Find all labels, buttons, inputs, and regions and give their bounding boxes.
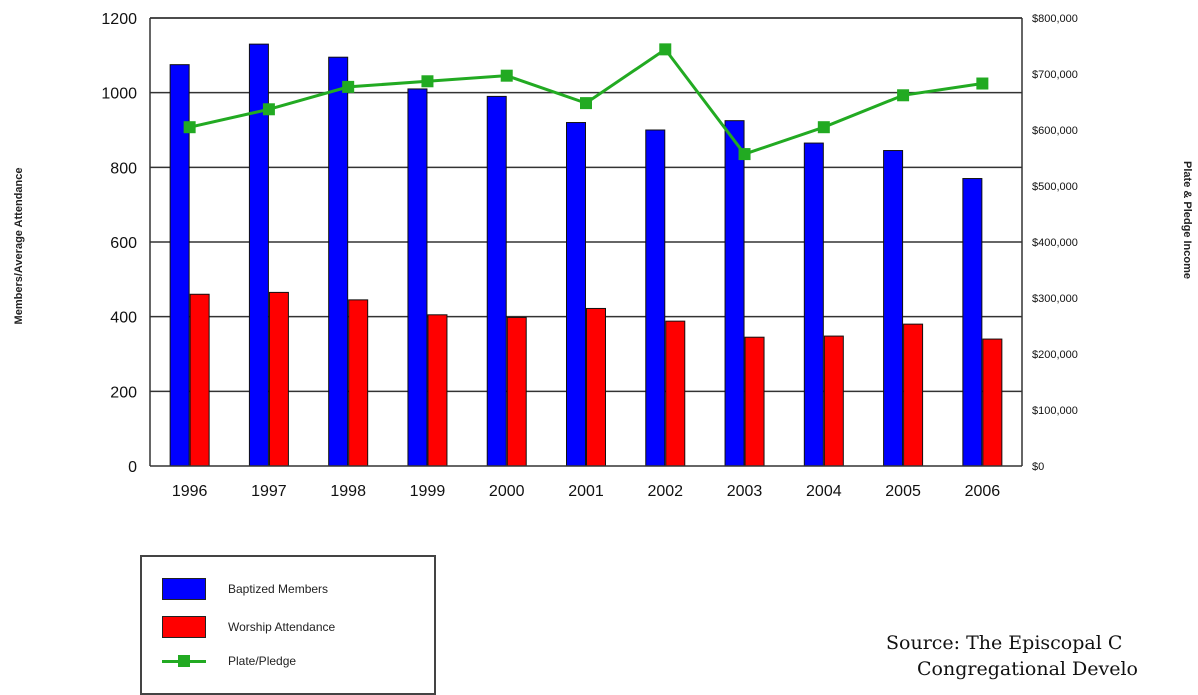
legend-label: Worship Attendance xyxy=(228,620,336,634)
y-tick-label-right: $800,000 xyxy=(1032,13,1078,25)
axes xyxy=(149,17,1023,467)
bar-baptized-members xyxy=(724,120,745,467)
point-plate-pledge xyxy=(738,148,751,161)
bar-baptized-members xyxy=(486,95,507,467)
bar-baptized-members xyxy=(566,122,586,467)
y-tick-label-left: 800 xyxy=(110,160,137,177)
y-tick-label-right: $700,000 xyxy=(1032,69,1078,81)
legend-label: Baptized Members xyxy=(228,582,329,596)
y-tick-label-right: $400,000 xyxy=(1032,237,1078,249)
x-tick-label: 2002 xyxy=(647,483,683,500)
bar-worship-attendance xyxy=(823,335,844,467)
point-plate-pledge xyxy=(262,103,275,116)
bar-worship-attendance xyxy=(268,291,289,467)
y-tick-label-left: 600 xyxy=(110,235,137,252)
point-plate-pledge xyxy=(183,121,196,134)
bar-worship-attendance xyxy=(586,307,606,467)
legend-line-marker-icon xyxy=(162,650,206,672)
bar-worship-attendance xyxy=(982,338,1003,467)
bar-baptized-members xyxy=(407,88,428,467)
legend: Baptized Members Worship Attendance Plat… xyxy=(140,555,436,695)
y-tick-label-left: 200 xyxy=(110,384,137,401)
x-tick-label: 2000 xyxy=(489,483,525,500)
bar-worship-attendance xyxy=(744,336,765,467)
source-line-2: Congregational Develo xyxy=(917,658,1138,680)
legend-item-plate-pledge: Plate/Pledge xyxy=(162,650,296,672)
x-tick-label: 1998 xyxy=(330,483,366,500)
source-note: Source: The Episcopal C Congregational D… xyxy=(886,630,1198,682)
x-tick-label: 1997 xyxy=(251,483,287,500)
x-tick-label: 2003 xyxy=(727,483,763,500)
legend-label: Plate/Pledge xyxy=(228,654,297,668)
bar-baptized-members xyxy=(803,142,824,467)
bar-worship-attendance xyxy=(506,316,527,467)
x-tick-label: 2005 xyxy=(885,483,921,500)
bar-worship-attendance xyxy=(348,299,369,467)
y-tick-label-right: $200,000 xyxy=(1032,349,1078,361)
x-tick-label: 2004 xyxy=(806,483,842,500)
point-plate-pledge xyxy=(342,80,355,93)
legend-item-baptized-members: Baptized Members xyxy=(162,578,328,600)
y-axis-title-right: Plate & Pledge Income xyxy=(1181,161,1193,279)
y-axis-title-left: Members/Average Attendance xyxy=(13,168,25,325)
point-plate-pledge xyxy=(580,97,592,110)
point-plate-pledge xyxy=(421,75,434,88)
bar-worship-attendance xyxy=(189,293,210,467)
y-tick-label-right: $300,000 xyxy=(1032,293,1078,305)
bar-baptized-members xyxy=(645,129,666,467)
bar-worship-attendance xyxy=(427,314,448,467)
y-tick-label-right: $600,000 xyxy=(1032,125,1078,137)
bar-worship-attendance xyxy=(903,323,924,467)
x-tick-label: 2001 xyxy=(568,483,604,500)
x-tick-label: 1996 xyxy=(172,483,208,500)
y-tick-label-left: 1000 xyxy=(101,86,137,103)
y-tick-label-right: $0 xyxy=(1032,461,1044,473)
legend-swatch-blue xyxy=(162,578,206,600)
x-tick-label: 2006 xyxy=(965,483,1001,500)
y-tick-label-right: $100,000 xyxy=(1032,405,1078,417)
y-tick-label-left: 400 xyxy=(110,310,137,327)
legend-square-marker xyxy=(178,655,190,667)
bar-worship-attendance xyxy=(665,320,686,467)
bar-baptized-members xyxy=(962,178,983,467)
legend-swatch-red xyxy=(162,616,206,638)
point-plate-pledge xyxy=(500,69,513,82)
point-plate-pledge xyxy=(976,77,989,90)
bar-baptized-members xyxy=(328,56,349,467)
plate-pledge-series xyxy=(183,43,989,161)
point-plate-pledge xyxy=(817,121,830,134)
y-tick-label-left: 0 xyxy=(128,459,137,476)
bar-baptized-members xyxy=(883,150,904,467)
y-tick-label-right: $500,000 xyxy=(1032,181,1078,193)
bars xyxy=(169,43,1003,467)
source-line-1: Source: The Episcopal C xyxy=(886,632,1123,654)
legend-item-worship-attendance: Worship Attendance xyxy=(162,616,335,638)
x-tick-label: 1999 xyxy=(410,483,446,500)
point-plate-pledge xyxy=(897,89,910,102)
tick-labels: 0 200 400 600 800 1000 1200 $0 $100,000 $200,000 $… xyxy=(101,11,1077,500)
y-tick-label-left: 1200 xyxy=(101,11,137,28)
point-plate-pledge xyxy=(659,43,672,56)
